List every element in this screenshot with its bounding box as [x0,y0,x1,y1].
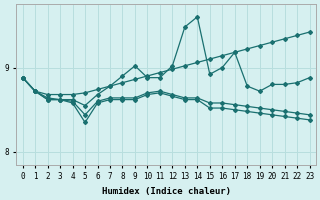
X-axis label: Humidex (Indice chaleur): Humidex (Indice chaleur) [102,187,231,196]
